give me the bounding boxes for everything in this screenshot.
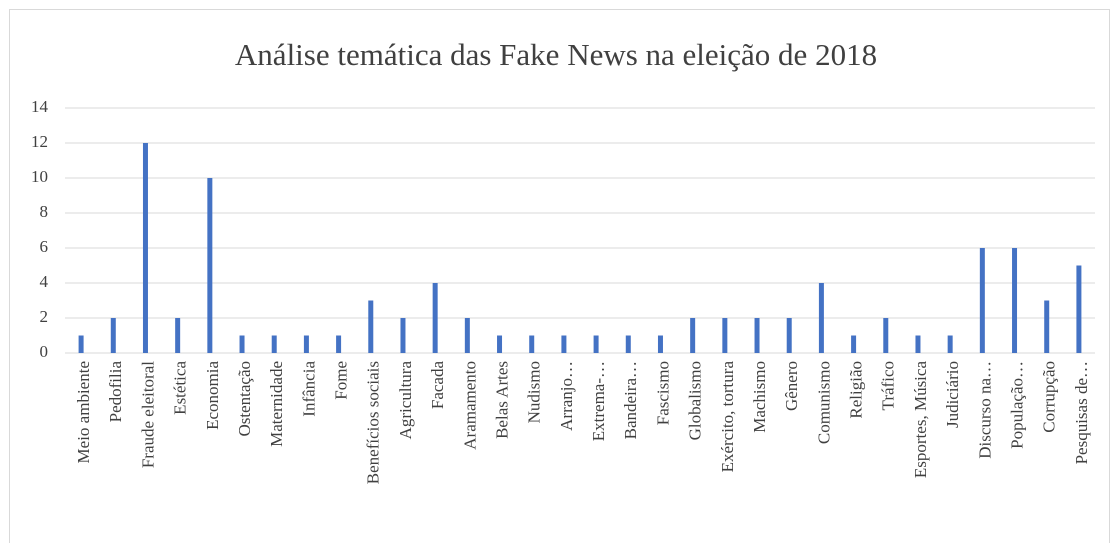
bar: [432, 283, 438, 353]
x-tick-label: Benefícios sociais: [364, 361, 383, 484]
x-tick-label: Pedofilia: [106, 361, 125, 423]
bar: [110, 318, 116, 353]
x-tick-label: Facada: [428, 361, 447, 410]
x-tick-label: Pesquisas de…: [1072, 361, 1091, 464]
bar: [947, 335, 953, 353]
x-tick-label: Discurso na…: [975, 361, 994, 459]
x-tick-label: Nudismo: [525, 361, 544, 423]
y-tick-label: 8: [40, 202, 49, 221]
x-tick-label: Machismo: [750, 361, 769, 433]
y-tick-label: 10: [31, 167, 48, 186]
x-tick-label: Exército, tortura: [718, 361, 737, 473]
x-tick-label: Aramamento: [460, 361, 479, 450]
bar: [78, 335, 84, 353]
x-tick-label: Estética: [171, 361, 190, 415]
bar: [979, 248, 985, 353]
bar: [207, 178, 213, 353]
x-tick-label: Corrupção: [1040, 361, 1059, 433]
bar: [754, 318, 760, 353]
bar: [818, 283, 824, 353]
x-tick-label: Economia: [203, 361, 222, 430]
x-tick-label: Comunismo: [814, 361, 833, 444]
x-tick-label: Fascismo: [653, 361, 672, 425]
x-tick-label: Fraude eleitoral: [138, 361, 157, 468]
bar: [142, 143, 148, 353]
x-tick-label: Ostentação: [235, 361, 254, 437]
bar: [239, 335, 245, 353]
x-tick-label: Extrema-…: [589, 361, 608, 441]
bar: [625, 335, 631, 353]
y-tick-label: 0: [40, 342, 49, 361]
x-tick-label: População…: [1007, 361, 1026, 449]
y-tick-label: 12: [31, 132, 48, 151]
bar: [529, 335, 535, 353]
bar: [657, 335, 663, 353]
x-tick-label: Esportes, Música: [911, 361, 930, 479]
y-tick-label: 2: [40, 307, 49, 326]
x-tick-label: Religião: [847, 361, 866, 419]
x-tick-label: Globalismo: [686, 361, 705, 440]
x-tick-label: Meio ambiente: [74, 361, 93, 463]
bar: [561, 335, 567, 353]
bar: [593, 335, 599, 353]
bar: [1012, 248, 1018, 353]
bar: [786, 318, 792, 353]
chart-border: [9, 9, 1110, 548]
x-tick-label: Tráfico: [879, 361, 898, 410]
x-tick-label: Belas Artes: [492, 361, 511, 439]
bar: [175, 318, 181, 353]
x-tick-label: Maternidade: [267, 361, 286, 447]
bar: [464, 318, 470, 353]
bar: [1076, 265, 1082, 353]
x-tick-label: Gênero: [782, 361, 801, 411]
x-tick-label: Agricultura: [396, 361, 415, 440]
x-tick-label: Fome: [332, 361, 351, 400]
bar: [497, 335, 503, 353]
bar: [368, 300, 374, 353]
bar: [336, 335, 342, 353]
y-tick-label: 4: [40, 272, 49, 291]
y-tick-label: 14: [31, 97, 49, 116]
bar: [851, 335, 857, 353]
x-tick-label: Arranjo…: [557, 361, 576, 431]
bar: [271, 335, 277, 353]
bar: [400, 318, 406, 353]
x-tick-label: Judiciário: [943, 361, 962, 428]
x-tick-label: Bandeira…: [621, 361, 640, 439]
bar: [883, 318, 889, 353]
bar: [915, 335, 921, 353]
x-tick-label: Infância: [299, 361, 318, 417]
y-tick-label: 6: [40, 237, 49, 256]
bar: [690, 318, 696, 353]
bar: [1044, 300, 1050, 353]
bar: [303, 335, 309, 353]
bar: [722, 318, 728, 353]
chart-title: Análise temática das Fake News na eleiçã…: [235, 37, 877, 72]
